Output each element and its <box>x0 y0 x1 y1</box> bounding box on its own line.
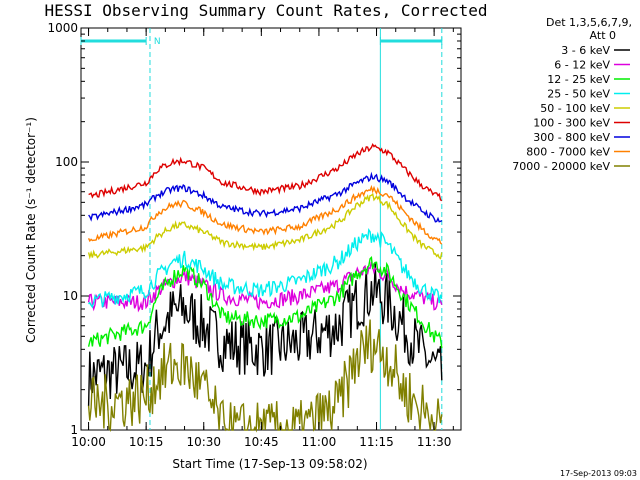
legend-label-1: 6 - 12 keV <box>554 59 610 72</box>
legend-label-4: 50 - 100 keV <box>540 102 610 115</box>
x-tick-label-0: 10:00 <box>71 435 106 449</box>
x-tick-label-6: 11:30 <box>417 435 452 449</box>
x-tick-label-2: 10:30 <box>186 435 221 449</box>
legend-label-0: 3 - 6 keV <box>561 44 610 57</box>
series-line-5 <box>88 143 443 202</box>
y-axis-label: Corrected Count Rate (s⁻¹ detector⁻¹) <box>24 117 38 343</box>
series-line-2 <box>87 256 443 349</box>
series-line-1 <box>87 261 443 313</box>
series-line-4 <box>87 192 443 260</box>
series-line-6 <box>88 171 443 223</box>
series-line-8 <box>87 319 443 433</box>
y-tick-label-0: 1 <box>70 423 78 437</box>
x-tick-label-5: 11:15 <box>359 435 394 449</box>
legend-label-3: 25 - 50 keV <box>547 88 610 101</box>
legend-label-8: 7000 - 20000 keV <box>512 160 610 173</box>
legend: Det 1,3,5,6,7,9, Att 0 3 - 6 keV 6 - 12 k… <box>512 16 632 173</box>
footer-timestamp: 17-Sep-2013 09:03 <box>560 469 637 478</box>
legend-header-attenuator: Att 0 <box>590 29 616 42</box>
plot-frame <box>80 27 462 431</box>
x-axis-label: Start Time (17-Sep-13 09:58:02) <box>172 457 367 471</box>
legend-label-6: 300 - 800 keV <box>533 131 610 144</box>
marker-label-4: N <box>154 37 161 47</box>
series-line-3 <box>88 227 443 309</box>
y-tick-label-2: 100 <box>55 155 78 169</box>
y-tick-label-3: 1000 <box>47 21 78 35</box>
legend-header-detectors: Det 1,3,5,6,7,9, <box>546 16 632 29</box>
chart-title: HESSI Observing Summary Count Rates, Cor… <box>44 1 487 20</box>
series-line-7 <box>87 184 443 245</box>
series-layer <box>87 143 443 433</box>
legend-label-2: 12 - 25 keV <box>547 73 610 86</box>
y-tick-label-1: 10 <box>63 289 78 303</box>
axes-layer: 10:00 10:15 10:30 10:45 11:00 11:15 11:30 1 10 10… <box>47 21 461 449</box>
x-tick-label-4: 11:00 <box>302 435 337 449</box>
legend-label-7: 800 - 7000 keV <box>526 146 610 159</box>
x-tick-label-3: 10:45 <box>244 435 279 449</box>
legend-label-5: 100 - 300 keV <box>533 117 610 130</box>
x-tick-label-1: 10:15 <box>129 435 164 449</box>
